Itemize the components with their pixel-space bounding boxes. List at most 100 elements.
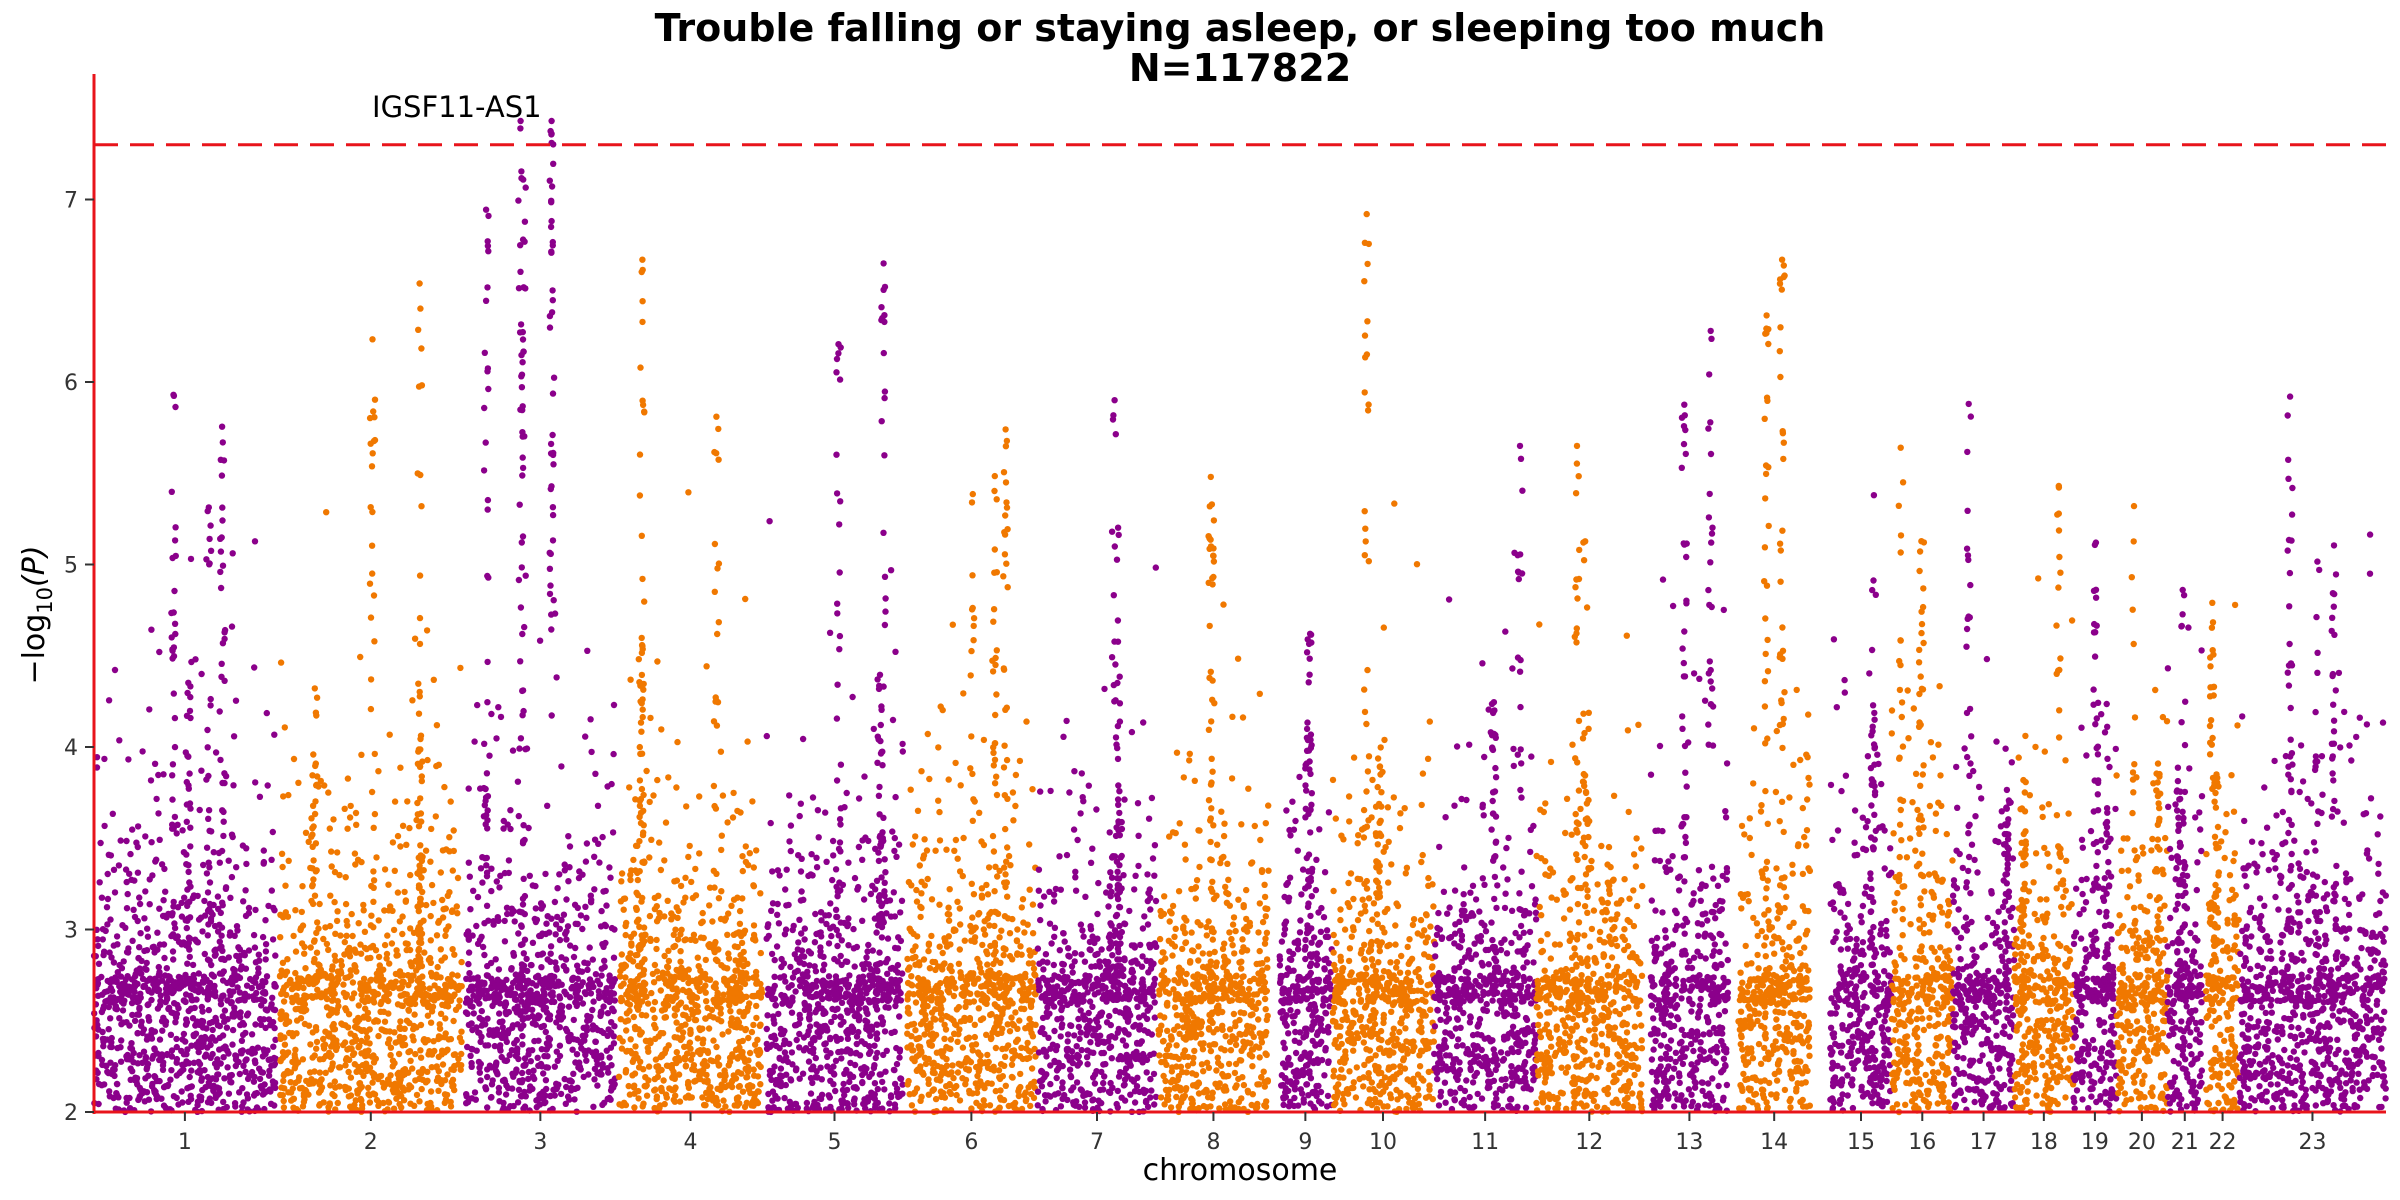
point [694, 1035, 701, 1042]
point [441, 1077, 449, 1084]
point [539, 980, 546, 987]
point [387, 979, 395, 986]
point [476, 1069, 483, 1076]
point [875, 922, 882, 929]
point [195, 916, 203, 923]
point [107, 1015, 114, 1022]
point [539, 902, 547, 910]
point [736, 907, 744, 915]
point [482, 439, 489, 446]
point [787, 822, 795, 829]
point [396, 1025, 403, 1032]
point [877, 750, 885, 757]
point [427, 1019, 435, 1026]
point [896, 1046, 904, 1053]
point [142, 888, 149, 895]
point [527, 961, 535, 969]
point [415, 945, 423, 953]
point [442, 1096, 450, 1103]
point [327, 1006, 334, 1013]
point [488, 887, 495, 895]
point [591, 853, 598, 860]
point [636, 492, 644, 499]
point [439, 847, 447, 854]
point [375, 917, 382, 924]
point [423, 627, 431, 634]
point [876, 682, 883, 689]
point [414, 811, 421, 818]
point [403, 841, 410, 848]
point [271, 731, 278, 738]
point [773, 943, 781, 950]
point [128, 1054, 135, 1061]
point [830, 1063, 837, 1070]
point [834, 893, 841, 900]
point [396, 918, 403, 925]
point [673, 784, 680, 791]
point [427, 937, 434, 944]
point [212, 1091, 219, 1098]
point [297, 926, 304, 934]
point [310, 876, 317, 883]
point [813, 930, 820, 938]
point [210, 849, 217, 856]
point [199, 1019, 206, 1026]
point [781, 1027, 788, 1035]
point [142, 1055, 149, 1063]
point [798, 855, 805, 862]
point [199, 1086, 206, 1094]
point [205, 1006, 212, 1014]
point [220, 832, 227, 840]
point [714, 957, 721, 965]
point [620, 1099, 628, 1107]
point [517, 321, 525, 328]
point [407, 925, 414, 932]
point [172, 1014, 180, 1021]
point [750, 864, 757, 871]
point [975, 1005, 982, 1012]
point [477, 1077, 484, 1084]
point [204, 932, 211, 939]
point [682, 1021, 689, 1028]
point [640, 822, 647, 829]
point [279, 959, 287, 966]
point [843, 789, 850, 797]
point [162, 1083, 169, 1090]
point [217, 756, 224, 764]
point [186, 1073, 193, 1081]
point [664, 970, 671, 977]
point [364, 1009, 372, 1016]
point [212, 1014, 219, 1022]
point [298, 940, 306, 947]
point [561, 867, 568, 874]
point [544, 1064, 552, 1071]
point [734, 894, 741, 901]
point [399, 930, 406, 938]
point [158, 1051, 166, 1058]
point [573, 1002, 580, 1010]
point [156, 648, 163, 656]
point [851, 987, 858, 994]
point [397, 764, 404, 771]
point [186, 1084, 193, 1091]
point [774, 1095, 781, 1102]
point [95, 942, 102, 950]
point [494, 976, 501, 983]
point [219, 1013, 226, 1020]
point [350, 1050, 358, 1057]
point [741, 980, 749, 988]
point [737, 809, 744, 816]
point [875, 792, 883, 799]
point [783, 866, 790, 873]
point [871, 1091, 878, 1098]
point [371, 750, 378, 758]
point [198, 767, 205, 774]
point [823, 1047, 830, 1054]
point [416, 572, 424, 579]
point [863, 954, 870, 961]
point [216, 1046, 223, 1053]
point [151, 1073, 158, 1080]
point [208, 971, 216, 978]
point [711, 997, 718, 1005]
point [872, 886, 879, 893]
